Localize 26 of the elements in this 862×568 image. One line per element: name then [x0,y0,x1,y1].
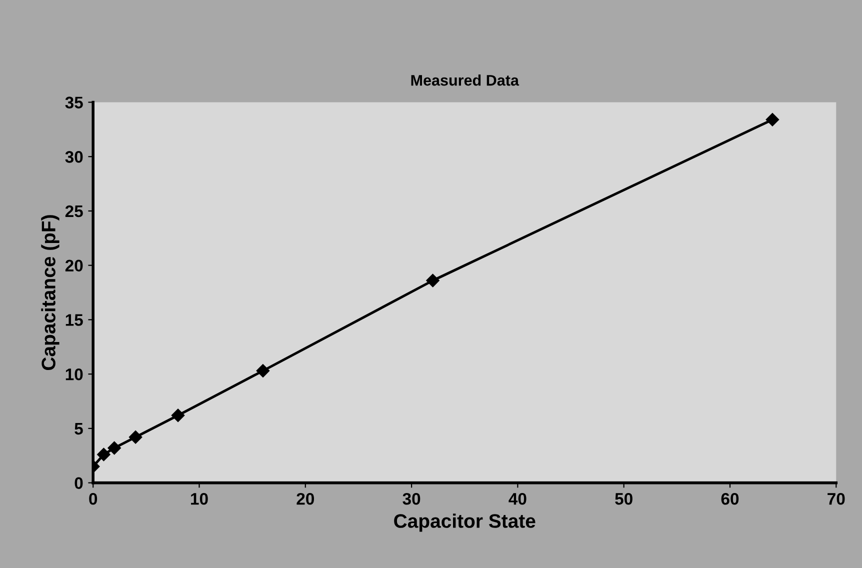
x-axis-title: Capacitor State [394,514,536,532]
point [97,448,110,462]
y-tick-label: 5 [74,423,83,435]
y-tick-label: 35 [65,96,83,108]
y-tick-label: 0 [74,477,83,490]
x-tick-label: 30 [402,492,420,505]
chart-title: Measured Data [411,74,520,86]
x-tick-label: 60 [721,492,739,505]
y-tick-label: 30 [65,151,83,163]
x-tick-label: 70 [828,492,845,505]
point [256,364,270,378]
point [171,408,185,422]
y-tick-label: 15 [66,314,83,326]
point [108,441,121,455]
point [128,430,142,444]
point [766,113,780,126]
x-tick-label: 10 [191,492,208,505]
y-axis-title: Capacitance (pF) [41,215,60,370]
x-tick-label: 20 [296,492,314,505]
x-tick-label: 40 [508,492,526,505]
point [426,274,440,288]
y-tick-label: 20 [65,260,83,272]
y-tick-label: 25 [65,205,83,218]
x-tick-label: 0 [89,492,98,505]
y-tick-label: 10 [66,368,83,380]
x-tick-label: 50 [615,492,632,505]
